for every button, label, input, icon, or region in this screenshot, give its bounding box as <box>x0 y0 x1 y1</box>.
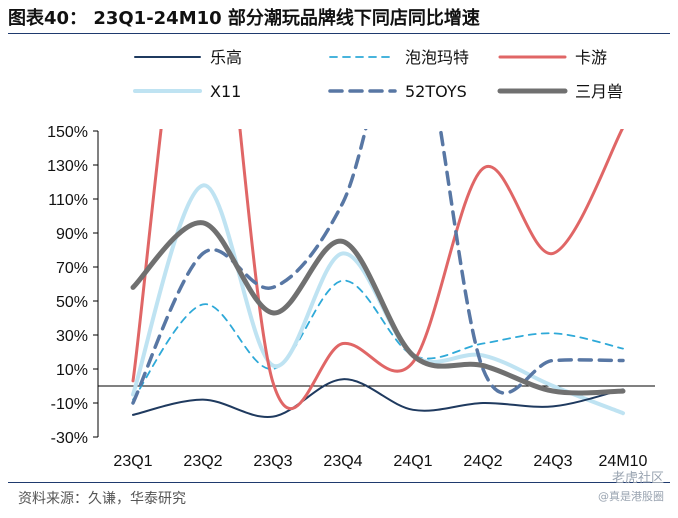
x-tick-label: 23Q3 <box>253 453 292 470</box>
source-note: 资料来源：久谦，华泰研究 <box>18 491 186 507</box>
legend-label-3: X11 <box>210 82 241 101</box>
chart-svg: 150% 130% 110% 90% 70% 50% 30% 10% -10% -30% 23Q1 2… <box>47 48 655 470</box>
x-tick-label: 23Q2 <box>183 453 222 470</box>
x-tick-label: 24Q1 <box>393 453 432 470</box>
series-line-5 <box>130 220 626 396</box>
y-tick-label: 10% <box>56 362 88 379</box>
y-tick-label: 110% <box>48 192 88 209</box>
series-line-0 <box>132 378 624 418</box>
y-tick-label: 70% <box>56 260 88 277</box>
y-tick-label: 90% <box>56 226 88 243</box>
chart-title: 图表40： 23Q1-24M10 部分潮玩品牌线下同店同比增速 <box>8 8 480 29</box>
legend-label-5: 三月兽 <box>575 82 623 101</box>
y-tick-label: 30% <box>56 328 88 345</box>
y-tick-label: -10% <box>51 396 88 413</box>
x-tick-label: 23Q4 <box>323 453 362 470</box>
x-tick-label: 24Q2 <box>463 453 502 470</box>
header-rule <box>8 33 670 34</box>
x-tick-label: 24Q3 <box>533 453 572 470</box>
series-line-2 <box>131 129 624 411</box>
series-group <box>130 129 626 418</box>
watermark: 老虎社区 @真是港股圈 <box>598 470 664 506</box>
series-line-4 <box>131 129 625 405</box>
series-line-3 <box>131 183 625 416</box>
legend-label-4: 52TOYS <box>405 82 467 101</box>
x-tick-label: 24M10 <box>599 453 648 470</box>
y-tick-label: 150% <box>47 124 88 141</box>
legend-label-2: 卡游 <box>575 48 607 67</box>
watermark-line1: 老虎社区 <box>611 471 664 486</box>
footer-rule <box>8 482 670 483</box>
x-tick-label: 23Q1 <box>113 453 152 470</box>
y-tick-label: 50% <box>56 294 88 311</box>
watermark-line2: @真是港股圈 <box>598 490 664 503</box>
legend-label-1: 泡泡玛特 <box>405 48 469 67</box>
legend-label-0: 乐高 <box>210 48 242 67</box>
y-tick-label: -30% <box>51 430 88 447</box>
y-tick-label: 130% <box>47 158 88 175</box>
series-line-1 <box>132 279 624 401</box>
